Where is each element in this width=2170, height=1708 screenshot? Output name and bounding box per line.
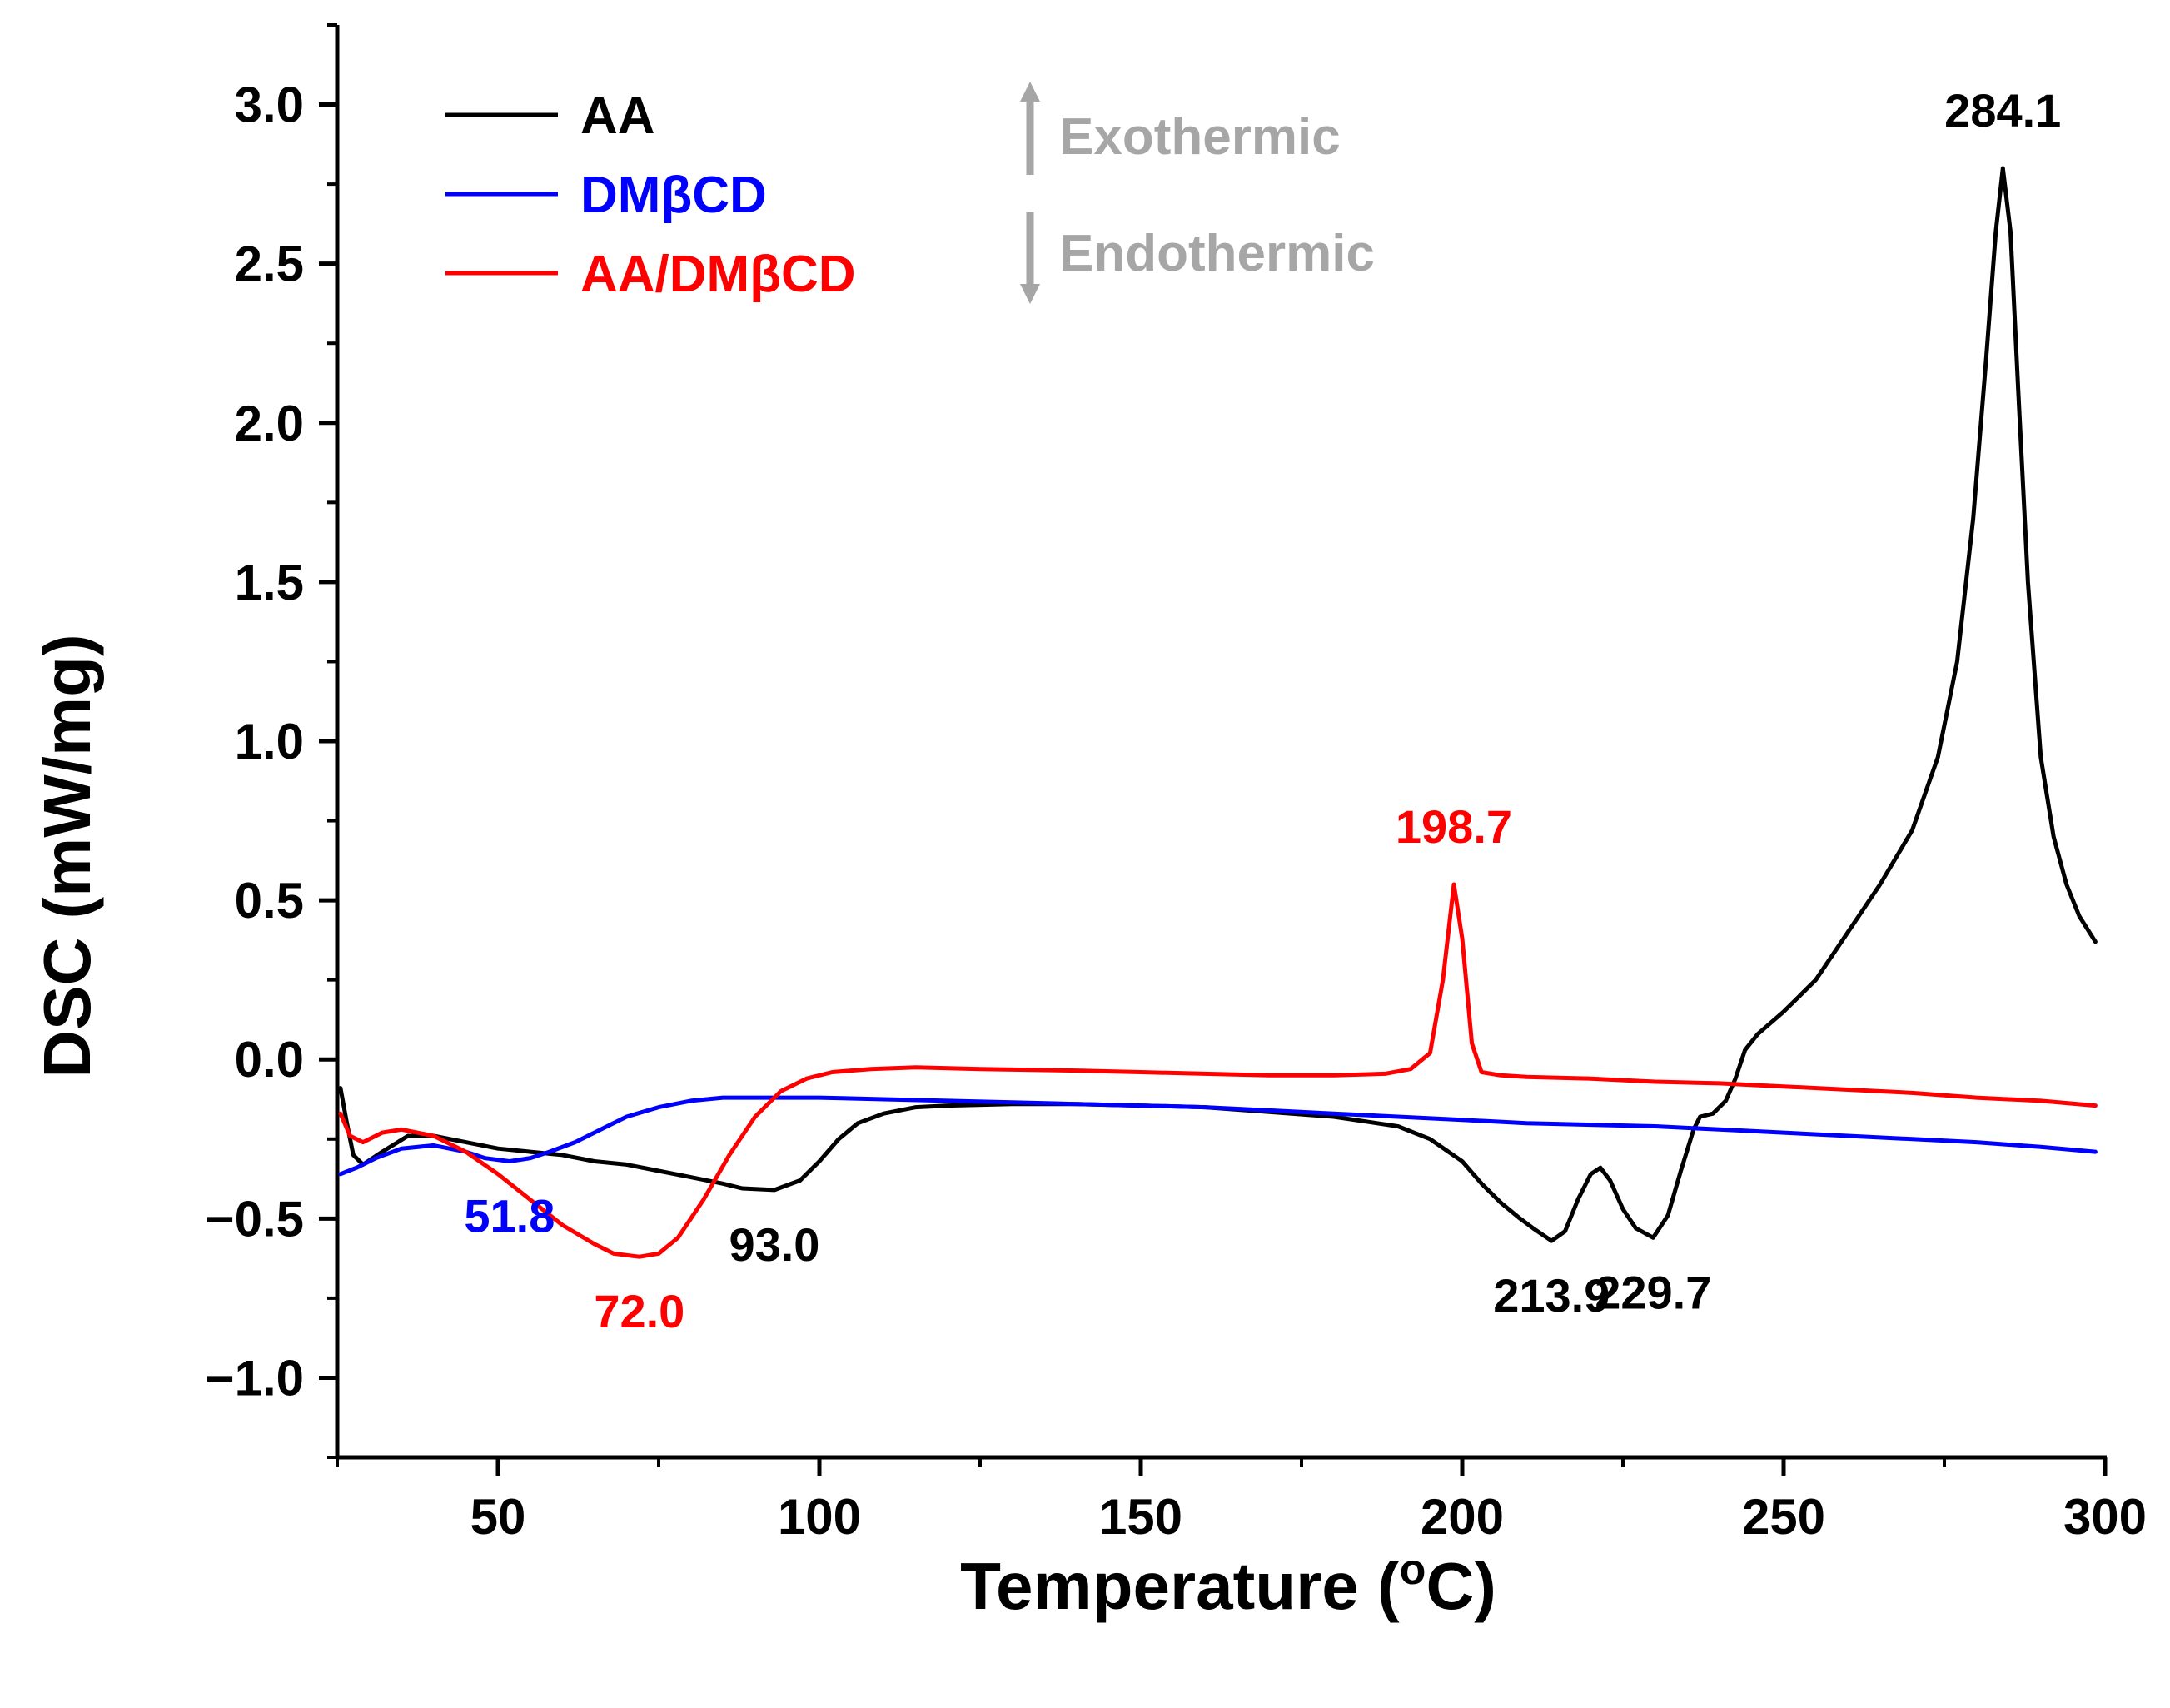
y-tick-label: 0.0: [235, 1032, 304, 1088]
x-axis-title-unit: C): [1426, 1549, 1496, 1623]
x-axis-title-main: Temperature (: [960, 1549, 1400, 1623]
y-axis-title: DSC (mW/mg): [30, 634, 104, 1078]
legend-label-aa-dmbcd: AA/DMβCD: [580, 246, 856, 303]
peak-label: 51.8: [464, 1190, 555, 1242]
y-axis: 3.0 2.5 2.0 1.5 1.0 0.5 0.0 −0.5 −1.0: [206, 23, 337, 1459]
peak-label: 198.7: [1396, 800, 1512, 853]
peak-label: 213.9: [1493, 1269, 1610, 1322]
peak-label: 93.0: [729, 1218, 819, 1271]
series-layer: [338, 166, 2098, 1259]
x-tick-label: 150: [1099, 1489, 1182, 1545]
y-tick-label: −0.5: [206, 1191, 304, 1247]
x-tick-label: 100: [778, 1489, 861, 1545]
arrow-down-icon: [1020, 212, 1040, 304]
y-tick-label: 2.0: [235, 396, 304, 451]
x-tick-label: 200: [1421, 1489, 1504, 1545]
y-tick-label: 3.0: [235, 77, 304, 133]
legend-label-dmbcd: DMβCD: [580, 167, 767, 224]
peak-label: 284.1: [1944, 84, 2061, 137]
legend-label-aa: AA: [580, 87, 655, 145]
exothermic-label: Exothermic: [1059, 108, 1341, 166]
x-axis: 50 100 150 200 250 300: [336, 1457, 2147, 1545]
x-tick-label: 300: [2063, 1489, 2147, 1545]
legend: AA DMβCD AA/DMβCD: [445, 87, 856, 303]
direction-indicator: Exothermic Endothermic: [1020, 82, 1375, 304]
y-tick-label: 0.5: [235, 873, 304, 929]
x-axis-title-degree: o: [1400, 1546, 1426, 1594]
series-line-dm-cd: [338, 1095, 2098, 1177]
peak-label: 229.7: [1595, 1266, 1711, 1318]
x-axis-title: Temperature (oC): [960, 1546, 1496, 1623]
y-tick-label: 2.5: [235, 237, 304, 292]
x-tick-label: 250: [1742, 1489, 1825, 1545]
peak-label: 72.0: [594, 1285, 684, 1337]
y-tick-label: −1.0: [206, 1350, 304, 1406]
series-line-aa-dm-cd: [338, 882, 2098, 1259]
arrow-up-icon: [1020, 82, 1040, 175]
endothermic-label: Endothermic: [1059, 225, 1375, 282]
y-tick-label: 1.0: [235, 714, 304, 769]
x-tick-label: 50: [470, 1489, 526, 1545]
y-tick-label: 1.5: [235, 555, 304, 610]
series-line-aa: [338, 166, 2098, 1243]
